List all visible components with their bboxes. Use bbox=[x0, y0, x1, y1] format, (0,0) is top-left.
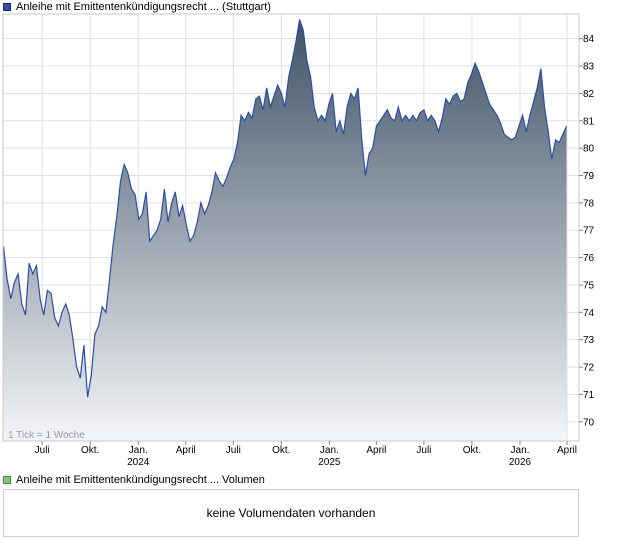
y-tick-label: 77 bbox=[583, 226, 595, 237]
y-tick-label: 74 bbox=[583, 308, 595, 319]
no-volume-message: keine Volumendaten vorhanden bbox=[206, 506, 376, 520]
price-line bbox=[2, 19, 568, 398]
price-area bbox=[3, 19, 567, 441]
x-year-label: 2024 bbox=[127, 457, 150, 468]
x-tick-label: April bbox=[557, 445, 577, 456]
volume-legend-label: Anleihe mit Emittentenkündigungsrecht ..… bbox=[16, 474, 265, 486]
x-year-label: 2025 bbox=[318, 457, 341, 468]
x-tick-label: Jan. bbox=[511, 445, 530, 456]
y-tick-label: 80 bbox=[583, 144, 595, 155]
tick-interval-note: 1 Tick = 1 Woche bbox=[8, 430, 85, 441]
x-tick-label: Juli bbox=[35, 445, 50, 456]
x-tick-label: Okt. bbox=[81, 445, 99, 456]
y-tick-label: 75 bbox=[583, 280, 595, 291]
x-tick-label: Jan. bbox=[320, 445, 339, 456]
volume-series-swatch bbox=[3, 476, 11, 484]
price-chart: 70 71 72 73 74 75 76 77 78 79 80 81 82 83 84 Juli Okt. J… bbox=[2, 13, 595, 468]
volume-legend: Anleihe mit Emittentenkündigungsrecht ..… bbox=[3, 474, 265, 486]
y-tick-label: 84 bbox=[583, 34, 595, 45]
y-tick-label: 83 bbox=[583, 62, 595, 73]
y-tick-label: 71 bbox=[583, 390, 595, 401]
plot-border bbox=[2, 13, 580, 442]
volume-panel: keine Volumendaten vorhanden bbox=[3, 489, 579, 537]
y-axis: 70 71 72 73 74 75 76 77 78 79 80 81 82 83 84 bbox=[579, 34, 595, 428]
y-tick-label: 81 bbox=[583, 116, 595, 127]
y-tick-label: 76 bbox=[583, 253, 595, 264]
x-tick-label: Jan. bbox=[129, 445, 148, 456]
x-tick-label: Okt. bbox=[463, 445, 481, 456]
y-tick-label: 73 bbox=[583, 335, 595, 346]
x-tick-label: April bbox=[366, 445, 386, 456]
y-tick-label: 78 bbox=[583, 198, 595, 209]
x-year-label: 2026 bbox=[509, 457, 532, 468]
y-tick-label: 70 bbox=[583, 417, 595, 428]
x-tick-label: Juli bbox=[416, 445, 431, 456]
price-legend-label: Anleihe mit Emittentenkündigungsrecht ..… bbox=[16, 1, 271, 13]
y-tick-label: 72 bbox=[583, 363, 595, 374]
x-tick-label: April bbox=[176, 445, 196, 456]
price-series-swatch bbox=[3, 3, 11, 11]
x-tick-label: Okt. bbox=[272, 445, 290, 456]
y-tick-label: 82 bbox=[583, 89, 595, 100]
x-tick-label: Juli bbox=[226, 445, 241, 456]
y-tick-label: 79 bbox=[583, 171, 595, 182]
price-legend: Anleihe mit Emittentenkündigungsrecht ..… bbox=[3, 1, 271, 13]
